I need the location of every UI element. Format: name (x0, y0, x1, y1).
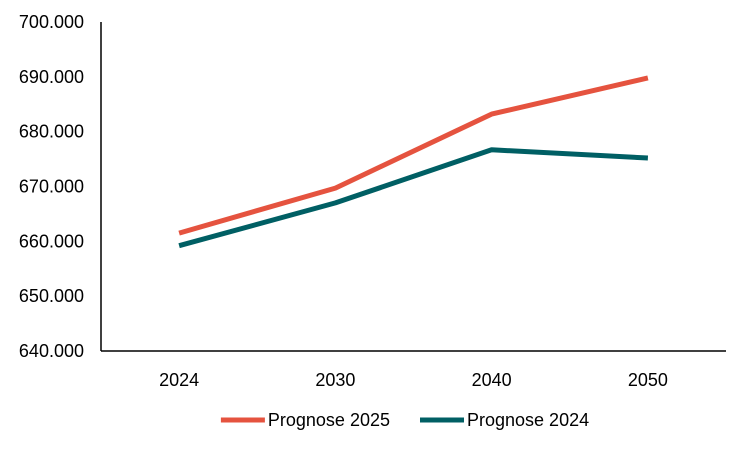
y-tick-label: 650.000 (19, 286, 84, 306)
legend-label: Prognose 2024 (467, 410, 589, 430)
x-axis-tick-labels: 2024 2030 2040 2050 (159, 370, 668, 390)
y-tick-label: 640.000 (19, 341, 84, 361)
x-tick-label: 2040 (472, 370, 512, 390)
legend-item-2: Prognose 2024 (420, 410, 589, 430)
legend-item-1: Prognose 2025 (220, 410, 390, 430)
x-tick-label: 2030 (315, 370, 355, 390)
y-tick-label: 660.000 (19, 231, 84, 251)
series-line-2 (178, 147, 649, 249)
legend: Prognose 2025 Prognose 2024 (220, 410, 589, 430)
legend-label: Prognose 2025 (268, 410, 390, 430)
y-tick-label: 670.000 (19, 177, 84, 197)
y-tick-label: 680.000 (19, 122, 84, 142)
y-tick-label: 690.000 (19, 67, 84, 87)
y-axis-tick-labels: 640.000 650.000 660.000 670.000 680.000 690.0… (19, 12, 84, 361)
x-tick-label: 2024 (159, 370, 199, 390)
series-line-1 (178, 75, 649, 236)
x-tick-label: 2050 (628, 370, 668, 390)
y-tick-label: 700.000 (19, 12, 84, 32)
series-lines (178, 75, 649, 249)
